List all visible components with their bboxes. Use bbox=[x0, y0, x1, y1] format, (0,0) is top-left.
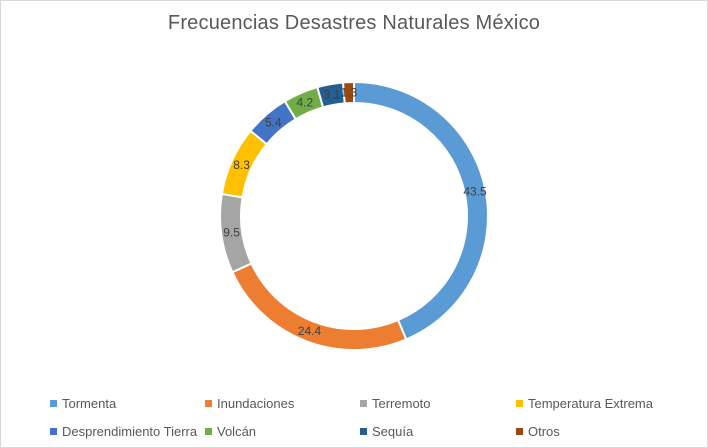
data-label-temperatura-extrema: 8.3 bbox=[233, 158, 250, 172]
data-label-otros: 1.3 bbox=[341, 86, 358, 100]
data-label-inundaciones: 24.4 bbox=[298, 324, 322, 338]
data-label-terremoto: 9.5 bbox=[223, 225, 240, 239]
slice-otros bbox=[341, 80, 355, 105]
data-label-desprendimiento-tierra: 5.4 bbox=[265, 116, 282, 130]
data-label-tormenta: 43.5 bbox=[463, 184, 487, 198]
chart-title: Frecuencias Desastres Naturales México bbox=[167, 12, 541, 34]
data-label-volcan: 4.2 bbox=[296, 96, 313, 110]
data-label-sequia: 3.1 bbox=[324, 87, 341, 101]
slice-tormenta bbox=[353, 80, 489, 341]
